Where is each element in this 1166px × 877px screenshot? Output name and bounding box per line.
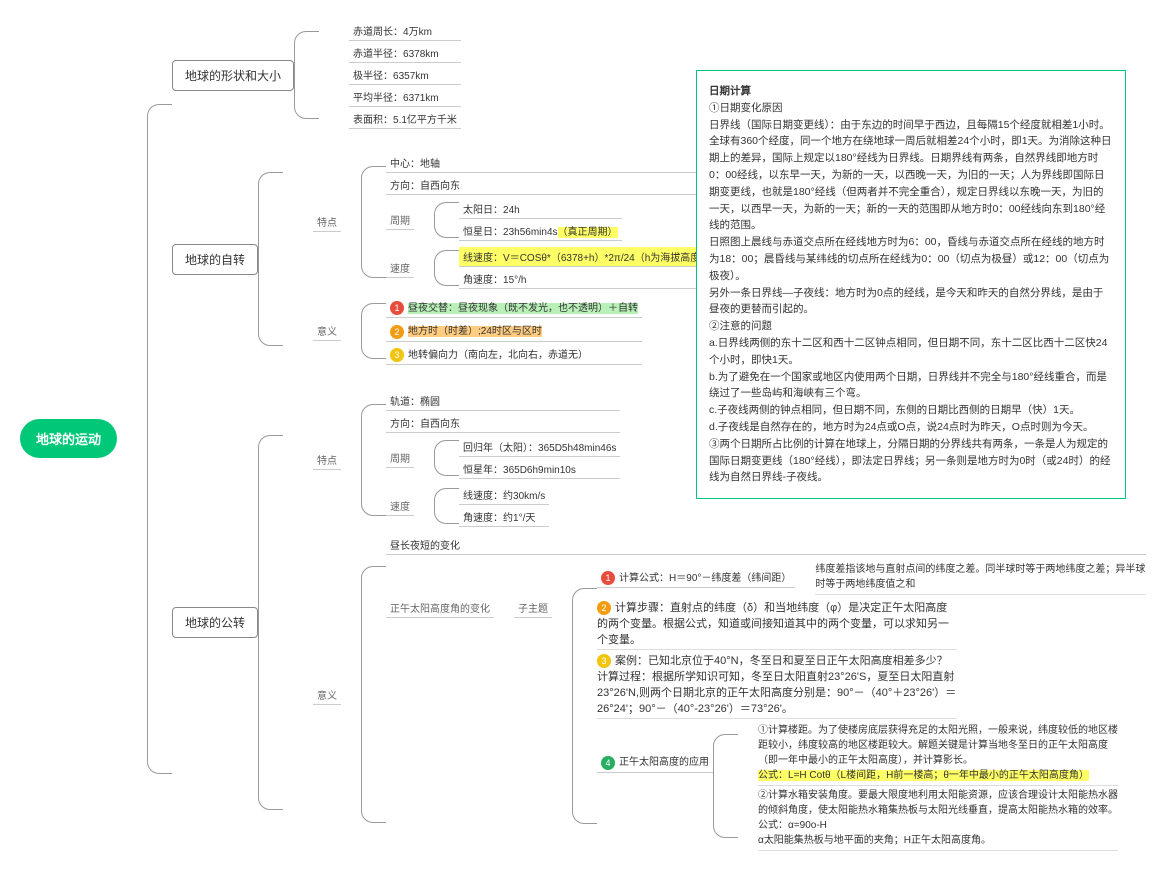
info-p1: 日界线（国际日期变更线）：由于东边的时间早于西边，且每隔15个经度就相差1小时。… (709, 119, 1112, 232)
info-p8: ③两个日期所占比例的计算在地球上，分隔日期的分界线共有两条，一条是人为规定的国际… (709, 438, 1111, 484)
label-meaning-rev: 意义 (313, 685, 341, 705)
leaf-avg-radius: 平均半径：6371km (349, 87, 461, 107)
label-noon-sun: 正午太阳高度角的变化 (386, 598, 494, 618)
leaf-orbit: 轨道：椭圆 (386, 391, 620, 411)
leaf-sidereal-day: 恒星日：23h56min4s（真正周期） (459, 221, 621, 241)
info-p2: 日照图上晨线与赤道交点所在经线地方时为6：00，昏线与赤道交点所在经线的地方时为… (709, 236, 1109, 282)
app1-text: ①计算楼距。为了使楼房底层获得充足的太阳光照，一般来说，纬度较低的地区楼距较小，… (758, 721, 1118, 786)
label-features-rev: 特点 (313, 450, 341, 470)
leaf-daynight: 1昼夜交替：昼夜现象（既不发光，也不透明）＋自转 (386, 297, 642, 318)
leaf-daylength: 昼长夜短的变化 (386, 535, 1146, 555)
label-speed: 速度 (386, 258, 414, 278)
root-node[interactable]: 地球的运动 (20, 419, 117, 458)
leaf-tropical-year: 回归年（太阳）：365D5h48min46s (459, 437, 620, 457)
leaf-example: 3案例：已知北京位于40°N，冬至日和夏至日正午太阳高度相差多少？ 计算过程：根… (597, 650, 957, 719)
leaf-sidereal-year: 恒星年：365D6h9min10s (459, 459, 620, 479)
leaf-polar-radius: 极半径：6357km (349, 65, 461, 85)
label-period: 周期 (386, 210, 414, 230)
info-p6: c.子夜线两侧的钟点相同，但日期不同，东侧的日期比西侧的日期早（快）1天。 (709, 404, 1080, 416)
leaf-coriolis: 3地转偏向力（南向左，北向右，赤道无） (386, 344, 642, 365)
leaf-angular-speed-rev: 角速度：约1°/天 (459, 507, 549, 527)
label-period-rev: 周期 (386, 448, 414, 468)
leaf-app-label: 4正午太阳高度的应用 (597, 751, 713, 772)
info-s2: ②注意的问题 (709, 320, 772, 332)
info-p5: b.为了避免在一个国家或地区内使用两个日期，日界线并不完全与180°经线重合，而… (709, 371, 1107, 400)
leaf-equator-radius: 赤道半径：6378km (349, 43, 461, 63)
node-shape-size[interactable]: 地球的形状和大小 (172, 60, 294, 91)
leaf-solar-day: 太阳日：24h (459, 199, 621, 219)
info-p3: 另外一条日界线—子夜线：地方时为0点的经线，是今天和昨天的自然分界线，是由于昼夜… (709, 287, 1103, 316)
label-features: 特点 (313, 212, 341, 232)
leaf-calc-steps: 2计算步骤：直射点的纬度（δ）和当地纬度（φ）是决定正午太阳高度的两个变量。根据… (597, 597, 957, 650)
label-meaning: 意义 (313, 321, 341, 341)
info-p4: a.日界线两侧的东十二区和西十二区钟点相同，但日期不同，东十二区比西十二区快24… (709, 337, 1107, 366)
leaf-linear-speed-rev: 线速度：约30km/s (459, 485, 549, 505)
note-lat-diff: 纬度差指该地与直射点间的纬度之差。同半球时等于两地纬度之差；异半球时等于两地纬度… (815, 560, 1146, 595)
leaf-calc-formula: 1计算公式：H＝90°－纬度差（纬间距） (597, 567, 795, 588)
leaf-surface-area: 表面积：5.1亿平方千米 (349, 109, 461, 129)
info-p7: d.子夜线是自然存在的，地方时为24点或O点，说24点时为昨天，O点时则为今天。 (709, 421, 1093, 433)
leaf-equator-circ: 赤道周长：4万km (349, 21, 461, 41)
app2-text: ②计算水箱安装角度。要最大限度地利用太阳能资源，应该合理设计太阳能热水器的倾斜角… (758, 786, 1118, 851)
info-box-date-calc: 日期计算 ①日期变化原因 日界线（国际日期变更线）：由于东边的时间早于西边，且每… (696, 70, 1126, 499)
label-subtopic: 子主题 (514, 598, 552, 618)
info-title: 日期计算 (709, 85, 751, 97)
leaf-localtime: 2地方时（时差）;24时区与区时 (386, 320, 642, 341)
info-s1: ①日期变化原因 (709, 102, 783, 114)
leaf-direction-rev: 方向：自西向东 (386, 413, 620, 433)
node-rotation[interactable]: 地球的自转 (172, 244, 258, 275)
label-speed-rev: 速度 (386, 496, 414, 516)
node-revolution[interactable]: 地球的公转 (172, 607, 258, 638)
